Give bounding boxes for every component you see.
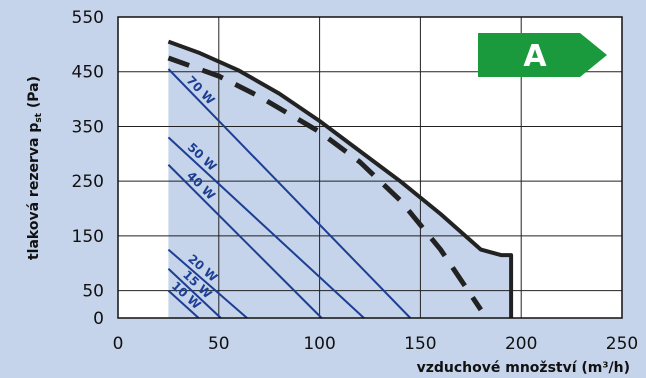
y-tick-label: 50 — [82, 282, 104, 302]
power-line — [167, 248, 248, 319]
y-axis-title-main: tlaková rezerva p — [26, 123, 42, 260]
x-tick-labels: 0 50 100 150 200 250 — [113, 334, 639, 354]
y-tick-label: 150 — [72, 227, 104, 247]
power-line — [167, 68, 412, 319]
max-curve — [167, 39, 514, 318]
energy-class-label: A — [523, 39, 547, 74]
operating-area-layer — [168, 41, 512, 318]
x-tick-label: 100 — [303, 334, 335, 354]
y-tick-label: 250 — [72, 172, 104, 192]
operating-area — [168, 41, 512, 318]
y-tick-label: 350 — [72, 117, 104, 137]
dashed-curve — [167, 55, 483, 312]
y-axis-title: tlaková rezerva pst (Pa) — [26, 76, 44, 260]
curves — [167, 39, 514, 318]
y-axis-title-suffix: (Pa) — [26, 76, 42, 113]
energy-class-badge: A — [478, 33, 607, 77]
x-tick-label: 200 — [505, 334, 537, 354]
power-line — [167, 289, 200, 319]
x-tick-label: 0 — [113, 334, 124, 354]
power-line — [167, 268, 222, 319]
y-tick-label: 0 — [93, 309, 104, 329]
y-tick-labels: 0 50 150 250 350 450 550 — [72, 8, 104, 329]
y-tick-label: 550 — [72, 8, 104, 28]
x-axis-title: vzduchové množství (m³/h) — [417, 360, 630, 376]
x-tick-label: 50 — [208, 334, 230, 354]
energy-class-arrow — [478, 33, 607, 77]
plot-frame — [117, 16, 623, 319]
x-tick-label: 250 — [606, 334, 638, 354]
y-tick-label: 450 — [72, 63, 104, 83]
power-line — [167, 164, 323, 319]
x-tick-label: 150 — [404, 334, 436, 354]
y-axis-title-sub: st — [34, 112, 44, 122]
power-line — [167, 136, 365, 319]
